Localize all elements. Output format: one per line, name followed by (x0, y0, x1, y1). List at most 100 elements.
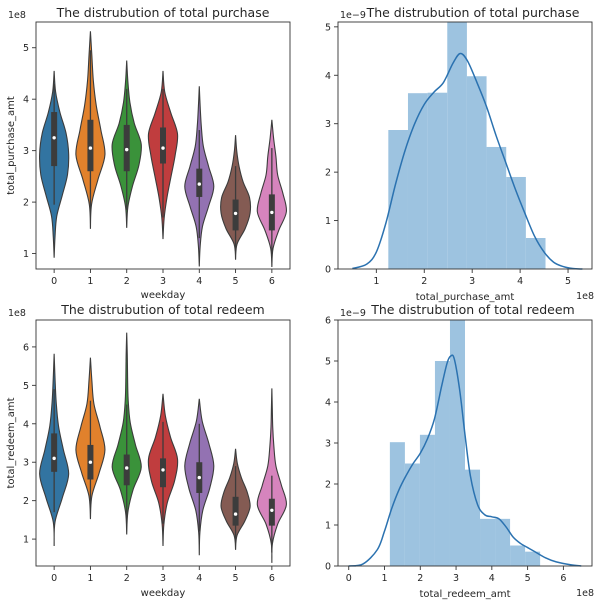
y-tick-label: 2 (325, 168, 331, 179)
chart-title: The distrubution of total redeem (60, 302, 265, 317)
violin-median (233, 512, 238, 516)
x-axis-label: weekday (141, 588, 186, 599)
chart-title: The distrubution of total purchase (366, 5, 580, 20)
x-offset-label: 1e8 (576, 588, 594, 599)
x-tick-label: 2 (124, 276, 130, 287)
violin-median (52, 136, 56, 140)
histogram-bar (486, 146, 507, 269)
histogram-bar (465, 469, 481, 566)
histogram-bar (480, 518, 496, 566)
x-tick-label: 5 (565, 276, 571, 287)
x-tick-label: 3 (160, 276, 166, 287)
violin-median (233, 211, 238, 216)
histogram-bar (419, 434, 435, 566)
y-tick-label: 1 (325, 521, 331, 532)
y-tick-label: 1 (23, 535, 29, 546)
x-axis-label: weekday (141, 290, 186, 301)
chart-title: The distrubution of total redeem (370, 302, 575, 317)
x-tick-label: 1 (373, 276, 379, 287)
x-tick-label: 4 (196, 573, 202, 584)
violin-median (125, 147, 129, 152)
y-tick-label: 4 (23, 419, 29, 430)
y-tick-label: 5 (23, 381, 29, 392)
violin-median (270, 508, 274, 512)
violin-iqr-box (123, 454, 130, 486)
histogram-bar (506, 176, 526, 269)
axes-frame (35, 21, 291, 270)
x-tick-label: 5 (525, 573, 531, 584)
y-tick-label: 5 (325, 357, 331, 368)
violin-median (125, 466, 129, 470)
violin-iqr-box (268, 498, 275, 526)
violin-median (161, 468, 165, 472)
x-tick-label: 2 (421, 276, 427, 287)
y-offset-label: 1e8 (8, 308, 26, 319)
violin-iqr-box (160, 458, 166, 488)
histogram-bar (404, 463, 420, 566)
x-tick-label: 5 (233, 573, 239, 584)
y-tick-label: 0 (325, 562, 331, 573)
panel-2: 1 2 3 4 5 0 1 2 3 4 5 total_purchase_amt 1e8 1e−9 The … (325, 5, 594, 303)
x-tick-label: 4 (517, 276, 523, 287)
y-tick-label: 4 (325, 71, 331, 82)
histogram-bar (388, 130, 408, 269)
violin-median (161, 146, 165, 150)
violin-median (197, 182, 201, 186)
panel-4: 0 1 2 3 4 5 6 0 1 2 3 4 5 6 total_redeem_amt 1e8 1e−9 The… (325, 302, 594, 600)
violin-iqr-box (232, 496, 239, 526)
y-tick-label: 5 (325, 22, 331, 33)
chart-title: The distrubution of total purchase (56, 5, 270, 20)
x-tick-label: 3 (453, 573, 459, 584)
x-offset-label: 1e8 (576, 291, 594, 302)
x-tick-label: 6 (269, 573, 275, 584)
x-tick-label: 4 (196, 276, 202, 287)
x-tick-label: 1 (381, 573, 387, 584)
axes-frame (35, 319, 291, 567)
x-tick-label: 5 (233, 276, 239, 287)
y-tick-label: 4 (325, 398, 331, 409)
y-tick-label: 2 (23, 198, 29, 209)
violin-median (88, 460, 93, 464)
y-tick-label: 1 (23, 249, 29, 260)
y-tick-label: 3 (23, 146, 29, 157)
kde-curve (352, 52, 583, 270)
x-tick-label: 3 (469, 276, 475, 287)
y-axis-label: total_purchase_amt (6, 96, 17, 195)
axes-frame (337, 319, 593, 567)
violin-iqr-box (87, 119, 94, 172)
histogram-bar (510, 545, 526, 566)
y-axis-label: total_redeem_amt (6, 397, 17, 488)
y-tick-label: 5 (23, 43, 29, 54)
x-tick-label: 4 (489, 573, 495, 584)
x-tick-label: 2 (124, 573, 130, 584)
x-tick-label: 0 (346, 573, 352, 584)
y-tick-label: 1 (325, 216, 331, 227)
histogram-bar (447, 22, 467, 269)
x-tick-label: 6 (269, 276, 275, 287)
violin-median (88, 146, 93, 150)
violin-6 (256, 388, 287, 563)
x-tick-label: 1 (87, 573, 93, 584)
panel-1: 0 1 2 3 4 5 6 1 2 3 4 5 weekday total_purchase_amt 1e8… (6, 5, 291, 301)
violin-iqr-box (51, 433, 58, 472)
histogram-bar (525, 238, 546, 269)
histogram-bar (434, 361, 450, 566)
y-offset-label: 1e−9 (340, 10, 366, 21)
x-tick-label: 0 (51, 276, 57, 287)
x-tick-label: 3 (160, 573, 166, 584)
x-tick-label: 0 (51, 573, 57, 584)
violin-median (270, 210, 274, 215)
x-axis-label: total_redeem_amt (419, 589, 510, 600)
y-tick-label: 2 (23, 496, 29, 507)
y-tick-label: 4 (23, 95, 29, 106)
x-tick-label: 1 (87, 276, 93, 287)
histogram-bar (466, 76, 487, 269)
panel-3: 0 1 2 3 4 5 6 1 2 3 4 5 6 weekday total_redeem_amt 1e8 T… (6, 302, 291, 599)
y-tick-label: 6 (23, 342, 29, 353)
histogram-bar (495, 518, 511, 566)
y-tick-label: 3 (23, 458, 29, 469)
y-tick-label: 6 (325, 316, 331, 327)
y-offset-label: 1e−9 (340, 308, 366, 319)
y-tick-label: 0 (325, 265, 331, 276)
